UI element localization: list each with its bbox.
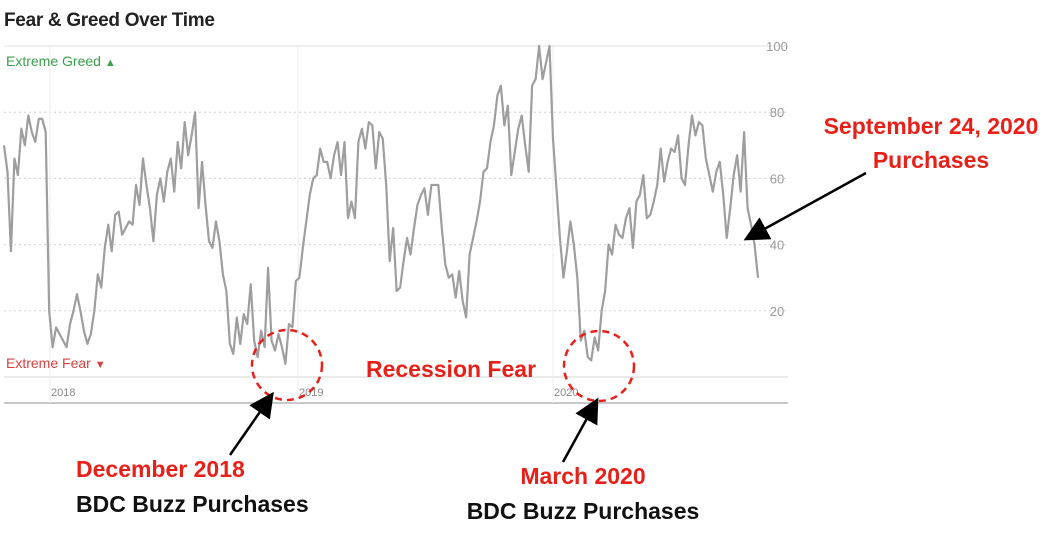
year-dividers <box>49 46 554 403</box>
y-tick-60: 60 <box>770 171 784 186</box>
x-tick-2018: 2018 <box>51 387 75 399</box>
y-tick-20: 20 <box>770 304 784 319</box>
fear-greed-line <box>2 44 760 365</box>
x-tick-2020: 2020 <box>554 387 578 399</box>
dec-2018-date-label: December 2018 <box>76 456 245 482</box>
sep-2020-sub-label: Purchases <box>873 147 989 173</box>
y-axis-ticks: 20 40 60 80 100 <box>766 39 788 319</box>
grid-lines <box>4 45 788 404</box>
y-tick-40: 40 <box>770 238 784 253</box>
mar-2020-sub-label: BDC Buzz Purchases <box>467 498 700 524</box>
y-tick-100: 100 <box>766 39 788 54</box>
mar-2020-arrow <box>561 397 599 463</box>
mar-2020-highlight-circle <box>562 329 636 403</box>
x-axis-ticks: 2018 2019 2020 <box>51 387 578 399</box>
extreme-fear-label: Extreme Fear ▼ <box>6 355 106 371</box>
dec-2018-sub-label: BDC Buzz Purchases <box>76 491 309 517</box>
y-tick-80: 80 <box>770 105 784 120</box>
chart-title: Fear & Greed Over Time <box>4 10 215 31</box>
mar-2020-date-label: March 2020 <box>520 463 645 489</box>
recession-fear-label: Recession Fear <box>366 356 536 382</box>
extreme-greed-label: Extreme Greed ▲ <box>6 53 116 69</box>
triangle-up-icon: ▲ <box>105 57 116 69</box>
dec-2018-highlight-circle <box>250 328 324 402</box>
sep-2020-arrow <box>743 171 867 241</box>
dec-2018-arrow <box>228 391 274 456</box>
triangle-down-icon: ▼ <box>95 359 106 371</box>
sep-2020-date-label: September 24, 2020 <box>824 113 1039 139</box>
